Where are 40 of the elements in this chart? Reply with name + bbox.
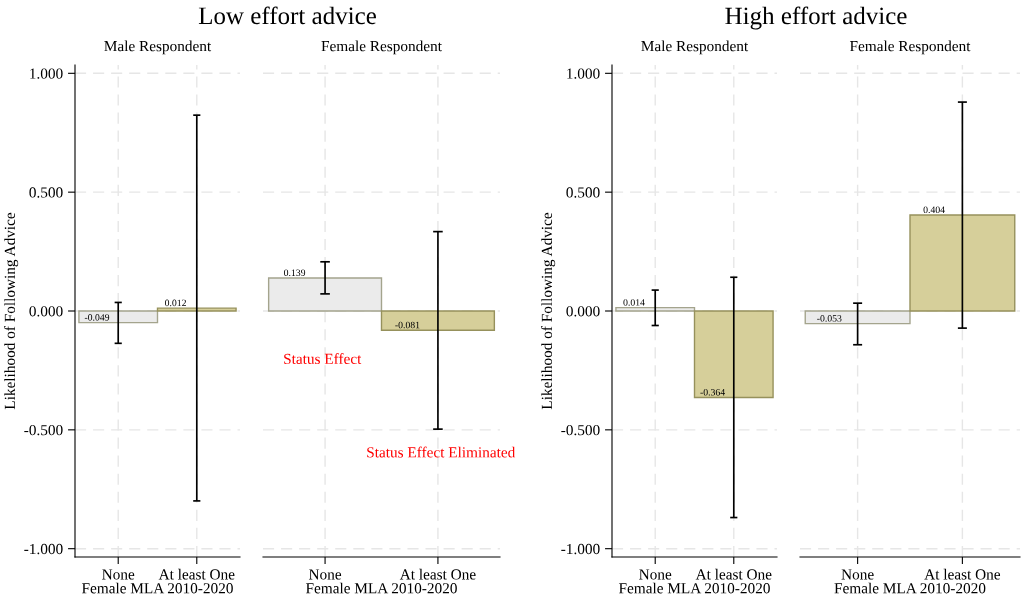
y-tick-label: -1.000	[24, 543, 63, 555]
x-tick-label: At least One	[695, 568, 772, 580]
x-tick-label: None	[639, 569, 672, 580]
chart-subtitle: Female Respondent	[321, 40, 442, 55]
x-tick-label: At least One	[158, 568, 235, 580]
y-tick-label: -0.500	[24, 424, 63, 436]
x-tick-label: None	[308, 569, 342, 580]
data-label: -0.081	[395, 321, 420, 329]
y-tick-label: 1.000	[567, 68, 600, 79]
data-label: -0.049	[84, 314, 110, 321]
y-tick-label: -1.000	[561, 543, 600, 555]
data-label: 0.404	[923, 206, 945, 214]
chart-title: High effort advice	[725, 6, 907, 30]
y-tick-label: 0.500	[29, 187, 63, 198]
data-label: 0.139	[284, 269, 306, 277]
annotation: Status Effect Eliminated	[367, 446, 516, 458]
annotation: Status Effect	[284, 353, 362, 365]
y-tick-label: -0.500	[561, 424, 600, 436]
x-axis-title: Female MLA 2010-2020	[618, 582, 770, 594]
x-axis-title: Female MLA 2010-2020	[81, 582, 233, 594]
x-tick-label: None	[102, 569, 135, 580]
data-label: 0.014	[623, 299, 645, 306]
data-label: 0.012	[165, 299, 186, 307]
x-tick-label: At least One	[924, 568, 1001, 580]
x-axis-title: Female MLA 2010-2020	[834, 582, 986, 594]
chart-subtitle: Male Respondent	[104, 40, 212, 55]
x-tick-label: None	[841, 569, 874, 580]
chart-subtitle: Female Respondent	[849, 40, 971, 55]
x-axis-title: Female MLA 2010-2020	[305, 582, 457, 594]
x-tick-label: At least One	[399, 568, 476, 580]
y-tick-label: 0.000	[29, 306, 63, 317]
y-tick-label: 0.000	[566, 306, 600, 317]
y-axis-title: Likelihood of Following Advice	[4, 212, 19, 410]
data-label: -0.053	[817, 315, 842, 322]
data-label: -0.364	[700, 388, 725, 396]
chart-title: Low effort advice	[198, 6, 376, 25]
y-tick-label: 1.000	[30, 68, 63, 79]
chart-subtitle: Male Respondent	[641, 40, 749, 55]
y-tick-label: 0.500	[566, 187, 600, 198]
y-axis-title: Likelihood of Following Advice	[541, 212, 556, 410]
